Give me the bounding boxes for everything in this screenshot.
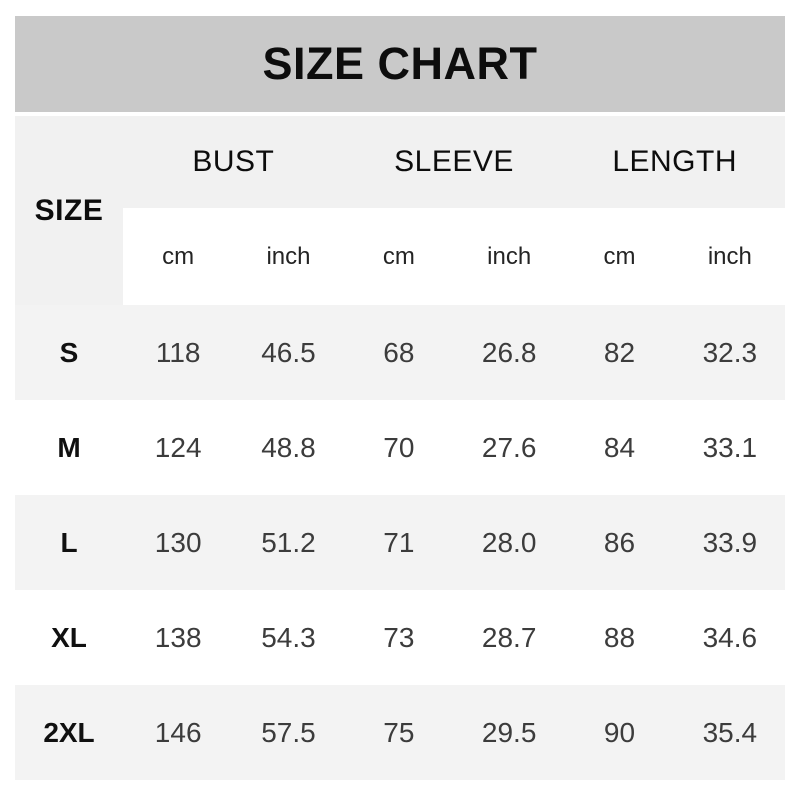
row-label-xl: XL [51, 621, 87, 653]
size-value-cell: 33.9 [674, 495, 785, 590]
size-value-cell: 124 [154, 431, 202, 463]
unit-header-length-cm: cm [603, 242, 636, 270]
size-value-cell: 54.3 [261, 621, 316, 653]
size-value-cell: 34.6 [702, 621, 758, 653]
group-header-bust: BUST [123, 116, 344, 208]
page-title: SIZE CHART [262, 38, 538, 89]
size-value-cell: 68 [343, 305, 454, 400]
size-value-cell: 84 [603, 431, 636, 463]
size-value-cell: 130 [123, 495, 234, 590]
size-value-cell: 82 [564, 305, 675, 400]
size-value-cell: 35.4 [674, 685, 785, 780]
size-value-cell: 33.1 [702, 431, 758, 463]
size-table: SIZE BUST SLEEVE LENGTH cm inch cm inch … [15, 116, 785, 780]
size-value-cell: 32.3 [674, 305, 785, 400]
size-value-cell: 27.6 [481, 431, 537, 463]
row-label-s: S [15, 305, 123, 400]
size-value-cell: 29.5 [454, 685, 565, 780]
size-value-cell: 146 [123, 685, 234, 780]
size-value-cell: 75 [343, 685, 454, 780]
size-value-cell: 71 [343, 495, 454, 590]
size-value-cell: 138 [154, 621, 202, 653]
size-value-cell: 46.5 [233, 305, 344, 400]
size-value-cell: 51.2 [233, 495, 344, 590]
size-value-cell: 118 [123, 305, 234, 400]
unit-header-length-inch: inch [707, 242, 752, 270]
unit-header-sleeve-cm: cm [382, 242, 415, 270]
size-value-cell: 57.5 [233, 685, 344, 780]
size-value-cell: 90 [564, 685, 675, 780]
size-value-cell: 48.8 [261, 431, 316, 463]
unit-header-bust-cm: cm [162, 242, 195, 270]
unit-header-bust-inch: inch [266, 242, 311, 270]
size-value-cell: 28.7 [481, 621, 537, 653]
size-value-cell: 86 [564, 495, 675, 590]
size-value-cell: 88 [603, 621, 636, 653]
size-value-cell: 28.0 [454, 495, 565, 590]
size-chart-banner: SIZE CHART [15, 16, 785, 112]
group-header-sleeve: SLEEVE [343, 116, 565, 208]
size-value-cell: 73 [383, 621, 415, 653]
row-label-2xl: 2XL [15, 685, 123, 780]
unit-header-sleeve-inch: inch [487, 242, 532, 270]
row-label-m: M [57, 431, 81, 463]
size-value-cell: 70 [383, 431, 415, 463]
size-value-cell: 26.8 [454, 305, 565, 400]
group-header-length: LENGTH [564, 116, 785, 208]
row-label-l: L [15, 495, 123, 590]
size-column-header: SIZE [15, 116, 123, 305]
